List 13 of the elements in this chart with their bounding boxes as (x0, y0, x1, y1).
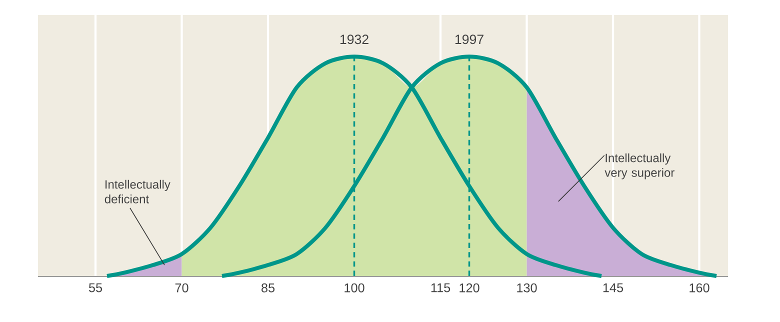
x-tick-label: 85 (262, 283, 275, 292)
x-tick-label: 130 (517, 283, 537, 292)
series-label: 1932 (340, 34, 368, 44)
annotation: Intellectually very superior (604, 153, 674, 180)
x-tick-label: 100 (344, 283, 364, 292)
x-tick-label: 55 (88, 283, 102, 292)
x-tick-label: 70 (175, 283, 188, 292)
annotation: Intellectually deficient (104, 180, 170, 204)
series-label: 1997 (455, 34, 484, 44)
x-tick-label: 160 (690, 283, 710, 292)
x-tick-label: 120 (460, 283, 480, 292)
x-tick-label: 115 (431, 283, 450, 292)
x-tick-label: 145 (603, 283, 624, 292)
